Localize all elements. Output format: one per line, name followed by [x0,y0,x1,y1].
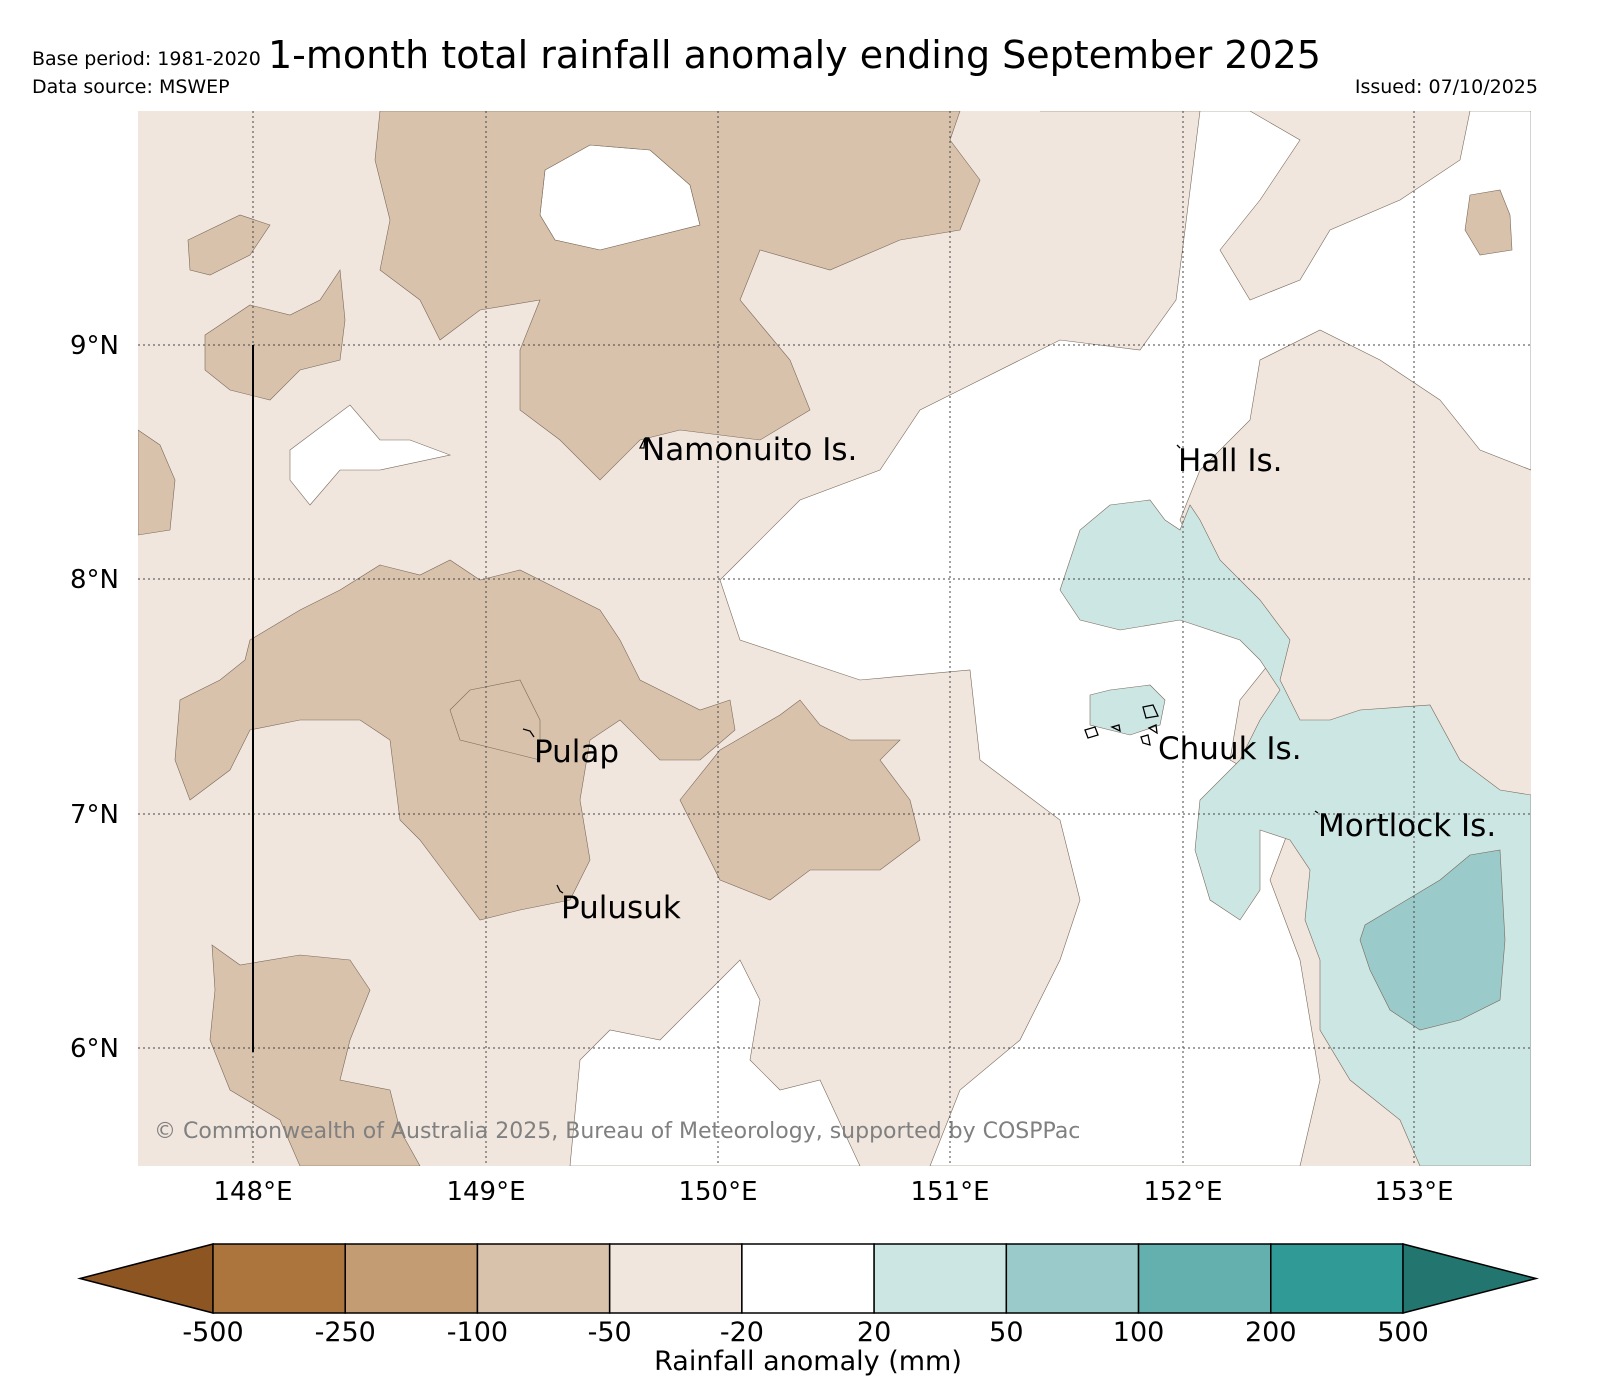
lon-label: 153°E [1374,1177,1453,1200]
anomaly-region-neutral [569,959,861,1166]
island-chuuk [1142,704,1159,719]
rainfall-map: Namonuito Is. Hall Is. Pulap Chuuk Is. M… [70,111,1531,1200]
place-label: Namonuito Is. [642,432,857,468]
anomaly-region-wet-light [1089,684,1166,736]
colorbar-tick-label: 20 [857,1317,891,1348]
colorbar-extend-low [77,1243,214,1314]
graticule [138,111,1531,1166]
lat-label: 9°N [70,331,119,361]
anomaly-shading [138,111,1531,1166]
lon-label: 149°E [446,1177,525,1200]
place-label: Pulusuk [561,890,681,926]
colorbar-tick-labels: -500 -250 -100 -50 -20 20 50 100 200 500 [182,1317,1428,1348]
colorbar-swatch [1137,1243,1272,1314]
colorbar-tick-label: -100 [447,1317,508,1348]
lon-axis-labels: 148°E 149°E 150°E 151°E 152°E 153°E [213,1177,1453,1200]
anomaly-region-dry-moderate [174,559,736,921]
island-namonuito [638,437,646,449]
island-outlines [522,437,1319,894]
place-label: Mortlock Is. [1318,808,1496,844]
lat-label: 8°N [70,565,119,595]
place-label: Pulap [534,734,619,770]
lat-label: 6°N [70,1034,119,1064]
place-label: Chuuk Is. [1158,731,1302,767]
place-label: Hall Is. [1178,443,1283,479]
colorbar-tick-label: -250 [315,1317,376,1348]
anomaly-region-neutral [719,111,1531,1166]
colorbar-label: Rainfall anomaly (mm) [654,1346,962,1377]
colorbar-swatch [873,1243,1008,1314]
lon-label: 150°E [678,1177,757,1200]
anomaly-region-dry-moderate [187,214,271,276]
island-hall [1176,444,1181,449]
map-title: 1-month total rainfall anomaly ending Se… [268,33,1321,77]
colorbar-swatch [741,1243,875,1314]
copyright-notice: © Commonwealth of Australia 2025, Bureau… [154,1119,1080,1144]
colorbar-tick-label: 100 [1113,1317,1165,1348]
colorbar-tick-label: 200 [1245,1317,1297,1348]
colorbar-tick-label: 50 [989,1317,1023,1348]
issued-date: Issued: 07/10/2025 [1354,76,1538,98]
base-period-text: Base period: 1981-2020 [32,48,261,70]
colorbar-tick-label: -500 [182,1317,243,1348]
colorbar-swatch [608,1243,743,1314]
island-chuuk [1140,734,1151,746]
lon-label: 151°E [910,1177,989,1200]
island-pulap [522,728,535,738]
colorbar-tick-label: -20 [720,1317,764,1348]
anomaly-region-dry-moderate [204,269,346,401]
island-chuuk [1110,724,1121,733]
colorbar-tick-label: 500 [1377,1317,1429,1348]
colorbar-extend-high [1402,1243,1539,1314]
lat-label: 7°N [70,800,119,830]
colorbar-swatch [212,1243,346,1314]
colorbar-swatch [476,1243,611,1314]
colorbar-swatch [344,1243,479,1314]
anomaly-region-dry-moderate [1464,189,1513,256]
lon-label: 152°E [1143,1177,1222,1200]
colorbar-swatch [1270,1243,1404,1314]
lat-axis-labels: 9°N 8°N 7°N 6°N [70,331,119,1064]
anomaly-region-dry-moderate [679,699,921,901]
colorbar-tick-label: -50 [588,1317,632,1348]
island-pulusuk [556,884,564,894]
data-source-text: Data source: MSWEP [32,76,230,98]
anomaly-region-neutral [289,404,452,506]
anomaly-region-dry-moderate [138,429,176,536]
anomaly-region-wet-moderate [1359,849,1506,1031]
lon-label: 148°E [213,1177,292,1200]
island-mortlock [1314,810,1319,814]
anomaly-region-dry-moderate [209,944,421,1166]
colorbar-swatch [1005,1243,1140,1314]
island-chuuk [1084,726,1099,739]
island-chuuk [1147,724,1158,735]
colorbar-swatches [77,1243,1539,1314]
